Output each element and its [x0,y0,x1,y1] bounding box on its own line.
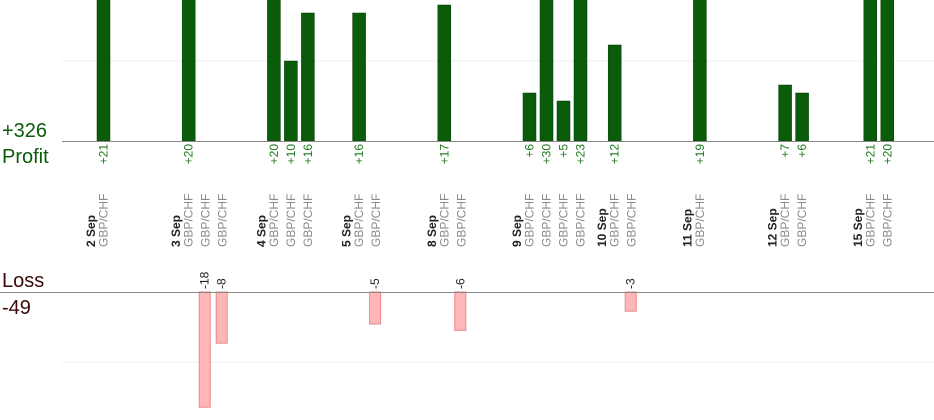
pair-label: GBP/CHF [778,194,792,247]
pair-label: GBP/CHF [574,194,588,247]
loss-value-label: -3 [624,278,638,289]
profit-bar [522,92,537,142]
profit-bar [573,0,588,142]
profit-value-label: +20 [182,144,196,165]
profit-value-label: +19 [693,144,707,165]
profit-bar [880,0,895,142]
profit-value-label: +10 [284,144,298,165]
profit-value-label: +20 [880,144,894,165]
pair-label: GBP/CHF [863,194,877,247]
profit-value-label: +16 [301,144,315,165]
profit-bar [863,0,878,142]
profit-bar [284,60,298,142]
loss-bar [624,291,637,312]
profit-value-label: +21 [97,144,111,165]
pair-label: GBP/CHF [267,194,281,247]
profit-bar [437,4,452,142]
pair-label: GBP/CHF [693,194,707,247]
loss-bar [454,291,467,331]
profit-bar [267,0,281,142]
profit-value-label: +30 [540,144,554,165]
pair-label: GBP/CHF [437,194,451,247]
day-label: 2 Sep [84,215,98,247]
pair-label: GBP/CHF [369,194,383,247]
profit-value-label: +6 [795,144,809,158]
profit-bar [778,84,792,142]
profit-bar [96,0,111,142]
profit-value-label: +17 [437,144,451,165]
profit-value-label: +21 [863,144,877,165]
profit-bar [301,12,315,142]
trade-bars [96,0,895,408]
axes [0,141,934,293]
loss-bar [198,291,211,408]
loss-label: Loss [2,270,44,292]
profit-value-label: +23 [574,144,588,165]
profit-bar [352,12,366,142]
profit-bar [539,0,554,142]
pair-label: GBP/CHF [880,194,894,247]
pair-label: GBP/CHF [557,194,571,247]
loss-value-label: -6 [453,278,467,289]
value-labels: +21 +20-18 -8+20 +10 +16 +16-5+17-6+6 +30 +5 +23… [97,144,895,289]
day-label: 4 Sep [254,215,268,247]
loss-bar [369,291,382,325]
profit-bar [181,0,196,142]
pair-label: GBP/CHF [454,194,468,247]
pair-label: GBP/CHF [352,194,366,247]
profit-value-label: +20 [267,144,281,165]
pair-label: GBP/CHF [795,194,809,247]
profit-value-label: +5 [557,144,571,158]
profit-value-label: +16 [352,144,366,165]
pair-label: GBP/CHF [540,194,554,247]
profit-total: +326 [2,120,47,142]
pair-label: GBP/CHF [97,194,111,247]
pair-label: GBP/CHF [182,194,196,247]
day-label: 10 Sep [595,208,609,247]
day-label: 5 Sep [340,215,354,247]
profit-bar [795,92,809,142]
day-label: 8 Sep [425,215,439,247]
day-label: 15 Sep [851,208,865,247]
pair-label: GBP/CHF [301,194,315,247]
pair-label: GBP/CHF [523,194,537,247]
day-label: 3 Sep [169,215,183,247]
loss-bar [215,291,228,344]
profit-bar [607,44,622,142]
loss-total: -49 [2,297,31,319]
day-label: 11 Sep [680,209,694,247]
loss-value-label: -18 [198,271,212,289]
pair-label: GBP/CHF [216,194,230,247]
profit-value-label: +7 [778,144,792,158]
pair-label: GBP/CHF [199,194,213,247]
profit-label: Profit [2,146,49,168]
profit-value-label: +6 [523,144,537,158]
pair-label: GBP/CHF [625,194,639,247]
day-label: 9 Sep [510,215,524,247]
pair-label: GBP/CHF [608,194,622,247]
profit-value-label: +12 [608,144,622,165]
profit-bar [693,0,707,142]
profit-bar [556,100,571,142]
loss-value-label: -8 [215,278,229,289]
day-label: 12 Sep [766,208,780,247]
pair-label: GBP/CHF [284,194,298,247]
loss-value-label: -5 [368,278,382,289]
